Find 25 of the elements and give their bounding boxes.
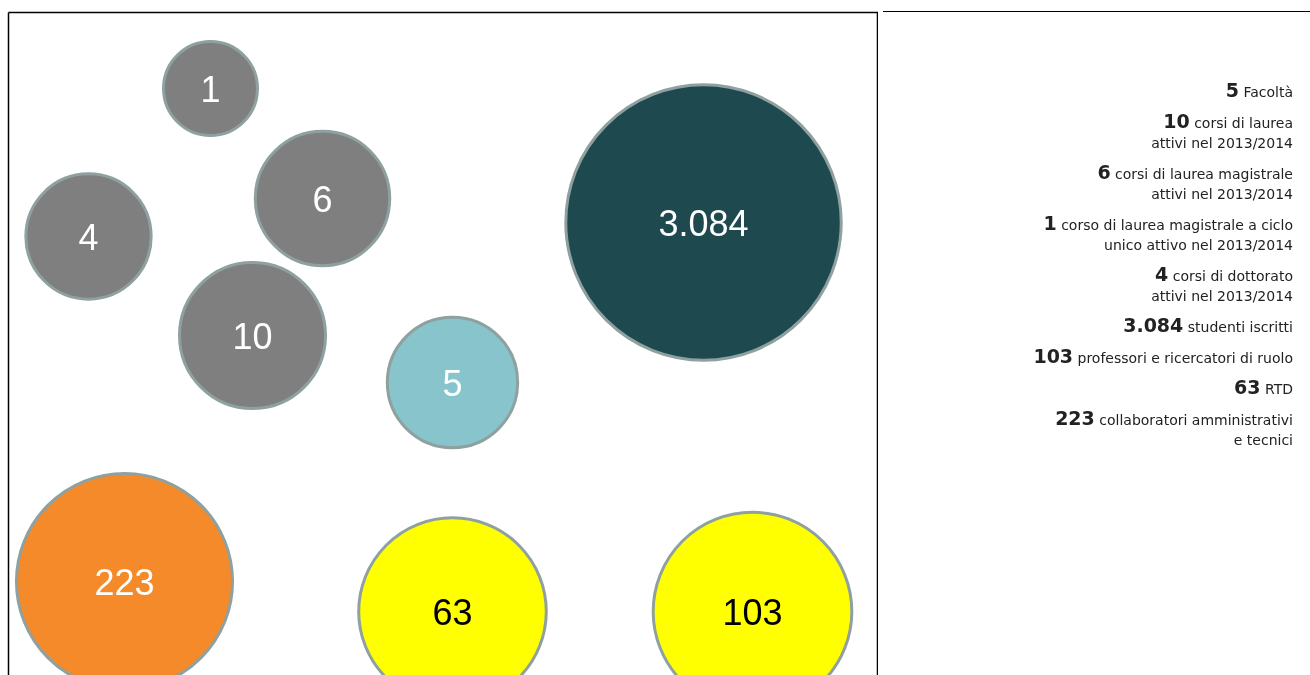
category-label: corsi di laurea magistrale attivi nel 2013/2014 [1115, 166, 1293, 202]
category-label: professori e ricercatori di ruolo [1077, 350, 1293, 366]
text: 5 [442, 362, 463, 404]
category-label: corso di laurea magistrale a ciclo unico attivo nel 2013/2014 [1061, 217, 1293, 253]
data-label: 10 [1163, 110, 1190, 132]
text: 1 [200, 68, 221, 110]
text: 10 [232, 315, 273, 357]
data-label: 6 [1097, 161, 1111, 183]
data-label: 103 [1033, 345, 1074, 367]
category-label: RTD [1264, 381, 1293, 397]
text: 4 [78, 216, 99, 258]
category-label: collaboratori amministrativi e tecnici [1099, 412, 1293, 448]
data-label: 63 [1234, 376, 1261, 398]
category-label: studenti iscritti [1187, 319, 1293, 335]
data-label: 3.084 [1123, 314, 1184, 336]
text: 223 [94, 561, 155, 603]
text: 6 [312, 178, 333, 220]
text: 63 [432, 591, 473, 633]
data-label: 4 [1155, 263, 1169, 285]
data-label: 1 [1043, 212, 1057, 234]
category-label: Facoltà [1243, 84, 1293, 100]
data-label: 223 [1055, 407, 1095, 429]
text: 103 [722, 591, 783, 633]
text: 3.084 [658, 202, 749, 244]
data-label: 5 [1225, 79, 1239, 101]
